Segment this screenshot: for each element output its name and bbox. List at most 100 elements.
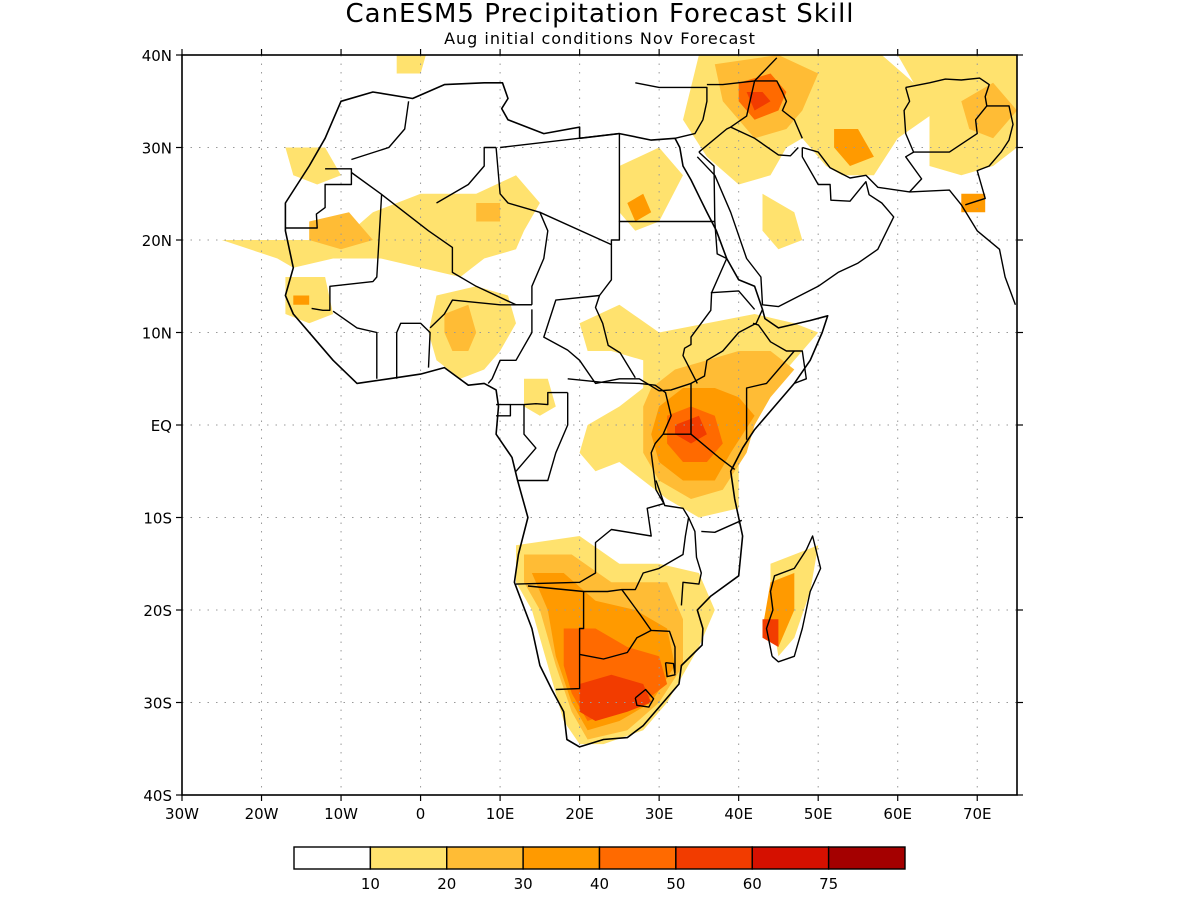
colorbar-swatch-5 <box>598 846 677 870</box>
border-line-29 <box>634 688 655 708</box>
border-line-8 <box>539 211 636 379</box>
colorbar-label: 10 <box>361 875 380 893</box>
colorbar-label: 40 <box>590 875 609 893</box>
skill-region-8 <box>444 304 477 351</box>
border-line-44 <box>903 87 923 193</box>
skill-region-24 <box>762 619 779 647</box>
border-line-4 <box>285 168 353 229</box>
border-line-21 <box>527 480 690 593</box>
skill-region-33 <box>961 193 986 213</box>
longitude-axis: 30W 20W 10W 0 10E 20E 30E 40E 50E 60E 70E <box>165 49 992 823</box>
colorbar-label: 60 <box>743 875 762 893</box>
skill-region-31 <box>897 55 1017 176</box>
gridlines <box>182 55 1017 795</box>
x-tick-label: 30W <box>165 805 199 823</box>
border-line-32 <box>682 221 728 384</box>
border-line-5 <box>350 171 532 306</box>
x-tick-label: 60E <box>883 805 912 823</box>
latitude-axis: 40N 30N 20N 10N EQ 10S 20S 30S 40S <box>142 47 1023 805</box>
skill-region-21 <box>579 674 652 721</box>
skill-region-5 <box>285 277 334 324</box>
border-line-37 <box>351 101 410 161</box>
y-tick-label: 30S <box>143 695 172 713</box>
skill-region-6 <box>293 295 310 305</box>
y-tick-label: 20N <box>142 232 172 250</box>
y-tick-label: EQ <box>151 417 172 435</box>
x-tick-label: 70E <box>963 805 992 823</box>
skill-shading <box>221 55 1017 745</box>
colorbar-label: 20 <box>437 875 456 893</box>
skill-region-9 <box>524 378 556 416</box>
skill-region-11 <box>627 193 652 222</box>
colorbar-swatch-6 <box>675 846 753 870</box>
y-tick-label: 10S <box>143 510 172 528</box>
border-line-33 <box>710 290 756 310</box>
skill-region-1 <box>285 147 341 185</box>
border-line-40 <box>730 126 799 157</box>
border-line-11 <box>543 294 764 392</box>
border-line-43 <box>698 151 716 222</box>
border-line-45 <box>905 77 990 153</box>
colorbar-swatch-7 <box>751 846 830 870</box>
border-line-17 <box>510 391 568 406</box>
border-line-19 <box>517 392 569 482</box>
border-line-41 <box>754 80 803 139</box>
border-line-2 <box>696 147 895 308</box>
border-line-13 <box>396 322 431 379</box>
border-line-42 <box>706 57 778 86</box>
x-tick-label: 40E <box>724 805 753 823</box>
country-borders <box>285 57 1017 708</box>
border-line-24 <box>680 517 702 606</box>
border-line-15 <box>429 299 532 329</box>
x-tick-label: 10E <box>486 805 515 823</box>
x-tick-label: 0 <box>416 805 426 823</box>
border-line-14 <box>332 310 378 379</box>
border-line-6 <box>311 194 383 311</box>
plot-area <box>182 55 1017 795</box>
border-line-35 <box>745 350 795 440</box>
border-line-38 <box>436 146 497 204</box>
skill-region-3 <box>309 212 373 250</box>
border-line-12 <box>487 309 533 384</box>
border-line-30 <box>664 662 676 678</box>
skill-region-30 <box>762 193 803 250</box>
border-line-31 <box>765 535 822 663</box>
colorbar: 10 20 30 40 50 60 75 <box>293 846 906 893</box>
y-tick-label: 10N <box>142 325 172 343</box>
x-tick-label: 20W <box>245 805 279 823</box>
x-tick-label: 50E <box>804 805 833 823</box>
border-line-1 <box>635 82 708 139</box>
skill-region-34 <box>396 55 426 74</box>
border-line-34 <box>752 322 807 385</box>
skill-region-32 <box>961 82 1017 139</box>
colorbar-swatch-4 <box>522 846 601 870</box>
africa-coastline <box>284 82 829 748</box>
border-line-18 <box>515 404 537 472</box>
border-line-28 <box>579 629 652 660</box>
border-line-9 <box>610 220 715 245</box>
colorbar-swatch-3 <box>446 846 524 870</box>
colorbar-swatch-1 <box>293 846 372 870</box>
colorbar-swatch-8 <box>827 846 906 870</box>
skill-region-2 <box>221 175 540 277</box>
x-tick-label: 20E <box>565 805 594 823</box>
border-line-16 <box>496 403 512 417</box>
map-title: CanESM5 Precipitation Forecast Skill <box>345 0 854 29</box>
border-line-7 <box>495 147 549 305</box>
x-tick-label: 10W <box>324 805 358 823</box>
skill-region-4 <box>476 203 501 222</box>
colorbar-label: 75 <box>819 875 838 893</box>
border-line-22 <box>663 433 736 470</box>
border-line-46 <box>965 105 1014 206</box>
y-tick-label: 30N <box>142 140 172 158</box>
y-tick-label: 40S <box>143 787 172 805</box>
y-tick-label: 20S <box>143 602 172 620</box>
border-line-20 <box>515 378 672 585</box>
colorbar-label: 50 <box>666 875 685 893</box>
colorbar-swatch-2 <box>369 846 448 870</box>
map-subtitle: Aug initial conditions Nov Forecast <box>444 29 756 48</box>
skill-region-28 <box>746 92 771 111</box>
border-line-26 <box>555 591 585 691</box>
border-line-25 <box>701 519 743 533</box>
